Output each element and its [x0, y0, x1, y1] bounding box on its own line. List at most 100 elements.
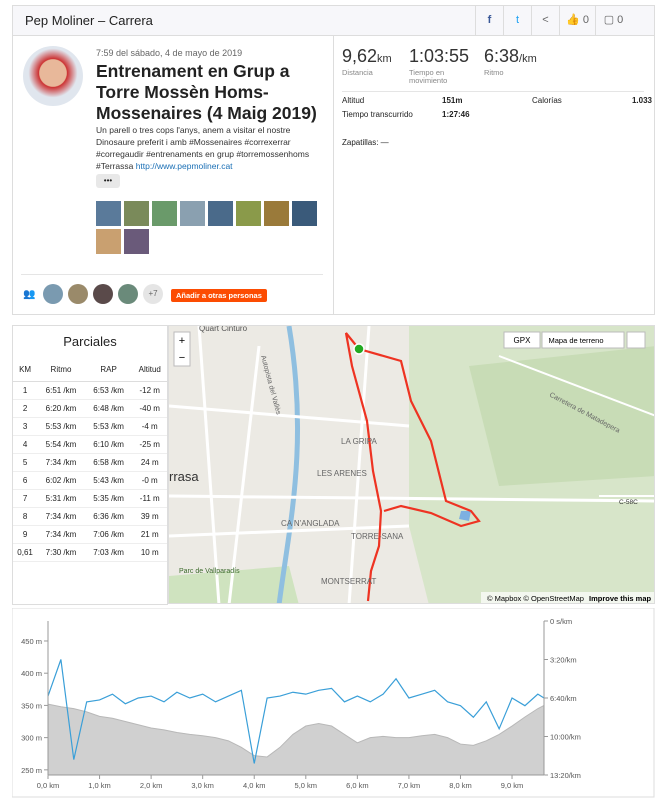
split-cell: 21 m	[132, 525, 167, 544]
map-label: LES ARENES	[317, 469, 367, 478]
add-others-button[interactable]: Añadir a otras personas	[171, 289, 267, 302]
header: Pep Moliner – Carrera f t < 👍 0 ▢ 0	[12, 5, 655, 36]
photo[interactable]	[292, 201, 317, 226]
y-tick-label: 250 m	[21, 766, 42, 775]
stat-number: 6:38	[484, 46, 520, 66]
more-button[interactable]: •••	[96, 174, 120, 188]
split-row: 5 7:34 /km 6:58 /km 24 m	[13, 453, 167, 472]
y-tick-label: 300 m	[21, 734, 42, 743]
zoom-control[interactable]	[173, 331, 191, 367]
stat-unit: km	[377, 53, 392, 65]
divider	[21, 274, 323, 275]
stat-unit: /km	[519, 53, 537, 65]
photo[interactable]	[96, 201, 121, 226]
split-cell: -40 m	[132, 399, 167, 418]
zoom-out[interactable]: −	[179, 352, 185, 364]
photo[interactable]	[124, 229, 149, 254]
twitter-share[interactable]: t	[503, 6, 531, 35]
y2-tick-label: 13:20/km	[550, 771, 581, 780]
splits-title: Parciales	[63, 334, 117, 349]
y2-tick-label: 10:00/km	[550, 733, 581, 742]
divider	[342, 91, 644, 92]
x-tick-label: 9,0 km	[501, 781, 524, 790]
stat-label: Calorías	[532, 96, 562, 105]
chart-frame	[12, 608, 655, 798]
map-label: LA GRIPA	[341, 437, 378, 446]
athlete-photo[interactable]	[118, 284, 138, 304]
route-line	[344, 332, 481, 602]
improve-map-link[interactable]: Improve this map	[589, 594, 652, 603]
roads	[169, 326, 654, 603]
x-tick-label: 7,0 km	[398, 781, 421, 790]
stat-number: 1:03:55	[409, 46, 470, 66]
photo[interactable]	[264, 201, 289, 226]
stat-label: Ritmo	[484, 68, 504, 77]
athlete-photo[interactable]	[43, 284, 63, 304]
photo[interactable]	[124, 201, 149, 226]
athlete-photo[interactable]	[68, 284, 88, 304]
map-label: C-58C	[619, 499, 638, 506]
athlete-avatar[interactable]	[23, 46, 83, 106]
map-attribution: © Mapbox © OpenStreetMap	[487, 594, 584, 603]
people-icon: 👥	[23, 289, 36, 300]
x-tick-label: 5,0 km	[295, 781, 318, 790]
photo[interactable]	[96, 229, 121, 254]
description-link[interactable]: http://www.pepmoliner.cat	[135, 161, 233, 171]
split-cell: 5:53 /km	[84, 417, 133, 436]
gpx-button[interactable]	[503, 331, 541, 349]
zoom-in[interactable]: +	[179, 335, 185, 347]
elevation-chart: 250 m 300 m 350 m 400 m 450 m 0 s/km 3:20/km 6:…	[12, 608, 655, 798]
x-tick-label: 1,0 km	[88, 781, 111, 790]
split-cell: 5:53 /km	[37, 417, 85, 436]
map-layer-select[interactable]	[541, 331, 625, 349]
column-header: Ritmo	[37, 359, 85, 382]
split-cell: -0 m	[132, 471, 167, 490]
split-row: 1 6:51 /km 6:53 /km -12 m	[13, 381, 167, 400]
split-cell: 6:20 /km	[37, 399, 85, 418]
map-label: TORRE-SANA	[351, 532, 404, 541]
photo[interactable]	[152, 201, 177, 226]
split-cell: 6	[13, 471, 38, 490]
split-cell: 6:58 /km	[84, 453, 133, 472]
split-cell: 7:34 /km	[37, 507, 85, 526]
fullscreen-button[interactable]	[626, 331, 646, 349]
kudos-button[interactable]: 👍 0	[559, 6, 595, 35]
stat-label: Tiempo en movimiento	[409, 68, 448, 85]
more-athletes[interactable]: +7	[143, 284, 163, 304]
athlete-photo[interactable]	[93, 284, 113, 304]
x-tick-label: 4,0 km	[243, 781, 266, 790]
facebook-share[interactable]: f	[475, 6, 503, 35]
split-row: 0,61 7:30 /km 7:03 /km 10 m	[13, 543, 167, 562]
split-row: 6 6:02 /km 5:43 /km -0 m	[13, 471, 167, 490]
split-row: 9 7:34 /km 7:06 /km 21 m	[13, 525, 167, 544]
y-tick-label: 400 m	[21, 669, 42, 678]
gear: Zapatillas: —	[342, 138, 389, 147]
x-tick-label: 2,0 km	[140, 781, 163, 790]
stat-label: Tiempo transcurrido	[342, 110, 413, 119]
split-cell: -4 m	[132, 417, 167, 436]
stat-value: 151m	[442, 96, 463, 105]
activity-details: 7:59 del sábado, 4 de mayo de 2019 Entre…	[12, 35, 334, 315]
activity-heading: Pep Moliner – Carrera	[25, 13, 153, 28]
route-map[interactable]: + − GPX Mapa de terreno © Mapbox © OpenS…	[168, 325, 655, 604]
photo[interactable]	[236, 201, 261, 226]
split-cell: 9	[13, 525, 38, 544]
y-tick-label: 350 m	[21, 701, 42, 710]
forest-area	[469, 346, 654, 486]
gpx-label: GPX	[514, 336, 532, 345]
split-cell: 1	[13, 381, 38, 400]
comments-button[interactable]: ▢ 0	[595, 6, 631, 35]
split-cell: 6:48 /km	[84, 399, 133, 418]
highway	[276, 326, 301, 603]
split-cell: 39 m	[132, 507, 167, 526]
split-cell: 6:53 /km	[84, 381, 133, 400]
x-tick-label: 3,0 km	[191, 781, 214, 790]
split-cell: -11 m	[132, 489, 167, 508]
share-button[interactable]: <	[531, 6, 559, 35]
photo[interactable]	[208, 201, 233, 226]
split-row: 8 7:34 /km 6:36 /km 39 m	[13, 507, 167, 526]
split-cell: 7	[13, 489, 38, 508]
photo[interactable]	[180, 201, 205, 226]
x-tick-label: 6,0 km	[346, 781, 369, 790]
